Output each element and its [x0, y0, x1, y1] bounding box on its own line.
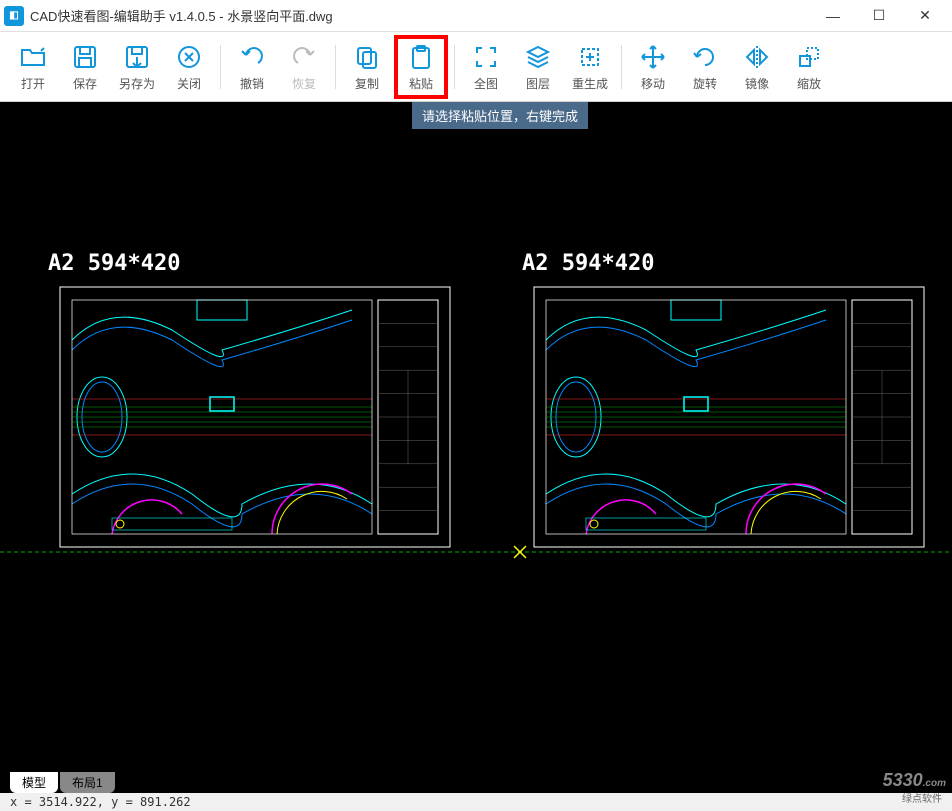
move-icon [639, 41, 667, 73]
watermark-sub: 绿点软件 [902, 790, 942, 805]
floppy-icon [71, 41, 99, 73]
tool-label: 保存 [73, 75, 97, 92]
redo-icon [290, 41, 318, 73]
coordinates-readout: x = 3514.922, y = 891.262 [10, 795, 191, 809]
fit-icon [472, 41, 500, 73]
paste-button[interactable]: 粘贴 [394, 35, 448, 99]
window-controls: — ☐ ✕ [810, 1, 948, 31]
tool-label: 旋转 [693, 75, 717, 92]
toolbar-separator [220, 45, 221, 89]
watermark: 5330.com [883, 770, 946, 791]
layers-button[interactable]: 图层 [513, 37, 563, 97]
titlebar: ◧ CAD快速看图-编辑助手 v1.4.0.5 - 水景竖向平面.dwg — ☐… [0, 0, 952, 32]
tool-label: 打开 [21, 75, 45, 92]
svg-text:A2 594*420: A2 594*420 [522, 251, 654, 276]
floppy-export-icon [123, 41, 151, 73]
close-button[interactable]: ✕ [902, 1, 948, 31]
tab-模型[interactable]: 模型 [10, 772, 58, 793]
redo-button: 恢复 [279, 37, 329, 97]
layers-icon [524, 41, 552, 73]
undo-icon [238, 41, 266, 73]
tool-label: 镜像 [745, 75, 769, 92]
tool-label: 恢复 [292, 75, 316, 92]
minimize-button[interactable]: — [810, 1, 856, 31]
tool-label: 关闭 [177, 75, 201, 92]
mirror-button[interactable]: 镜像 [732, 37, 782, 97]
move-button[interactable]: 移动 [628, 37, 678, 97]
toolbar: 打开 保存 另存为 关闭 撤销 恢复 复制 粘贴 全图 图层 重生成 移动 旋转 镜像 缩放 [0, 32, 952, 102]
tool-label: 全图 [474, 75, 498, 92]
app-icon: ◧ [4, 6, 24, 26]
drawing-canvas[interactable]: A2 594*420 A2 594*420 [0, 102, 952, 773]
undo-button[interactable]: 撤销 [227, 37, 277, 97]
tool-label: 粘贴 [409, 75, 433, 92]
scale-button[interactable]: 缩放 [784, 37, 834, 97]
open-button[interactable]: 打开 [8, 37, 58, 97]
paste-tooltip: 请选择粘贴位置，右键完成 [412, 102, 588, 129]
toolbar-separator [621, 45, 622, 89]
copy-icon [353, 41, 381, 73]
layout-tabs: 模型布局1 [0, 773, 952, 793]
rotate-button[interactable]: 旋转 [680, 37, 730, 97]
tab-布局1[interactable]: 布局1 [60, 772, 115, 793]
window-title: CAD快速看图-编辑助手 v1.4.0.5 - 水景竖向平面.dwg [30, 6, 810, 25]
tool-label: 图层 [526, 75, 550, 92]
folder-icon [19, 41, 47, 73]
scale-icon [795, 41, 823, 73]
rotate-icon [691, 41, 719, 73]
saveas-button[interactable]: 另存为 [112, 37, 162, 97]
save-button[interactable]: 保存 [60, 37, 110, 97]
tool-label: 移动 [641, 75, 665, 92]
regen-button[interactable]: 重生成 [565, 37, 615, 97]
toolbar-separator [335, 45, 336, 89]
tool-label: 另存为 [119, 75, 155, 92]
mirror-icon [743, 41, 771, 73]
fit-button[interactable]: 全图 [461, 37, 511, 97]
tool-label: 缩放 [797, 75, 821, 92]
svg-text:A2 594*420: A2 594*420 [48, 251, 180, 276]
statusbar: x = 3514.922, y = 891.262 [0, 793, 952, 811]
tool-label: 重生成 [572, 75, 608, 92]
close-circle-icon [175, 41, 203, 73]
copy-button[interactable]: 复制 [342, 37, 392, 97]
close-button[interactable]: 关闭 [164, 37, 214, 97]
toolbar-separator [454, 45, 455, 89]
tool-label: 复制 [355, 75, 379, 92]
regen-icon [576, 41, 604, 73]
tool-label: 撤销 [240, 75, 264, 92]
maximize-button[interactable]: ☐ [856, 1, 902, 31]
paste-icon [407, 41, 435, 73]
